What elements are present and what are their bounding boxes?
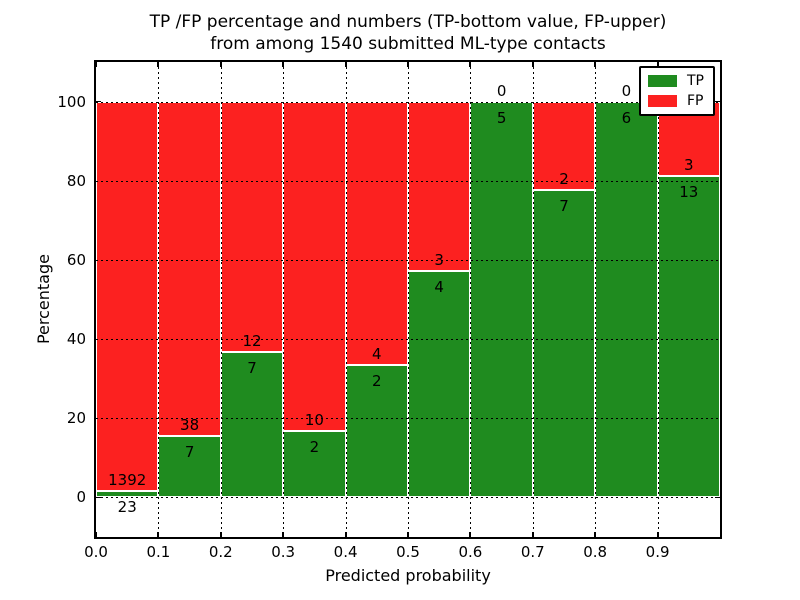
y-axis-label: Percentage — [34, 254, 53, 345]
vertical-gridline — [532, 62, 534, 537]
fp-count-label: 1392 — [108, 470, 147, 489]
y-tick-label: 40 — [66, 330, 86, 349]
tp-count-label: 2 — [309, 438, 320, 457]
x-tick-label: 0.7 — [520, 543, 545, 561]
x-axis-label: Predicted probability — [325, 566, 491, 585]
tp-bar-segment — [595, 101, 658, 498]
x-tick-label: 0.4 — [333, 543, 358, 561]
vertical-gridline — [220, 62, 222, 537]
fp-count-label: 12 — [242, 331, 262, 350]
vertical-gridline — [408, 62, 409, 537]
x-tick-mark — [95, 532, 97, 537]
fp-bar-segment — [283, 101, 346, 432]
y-tick-label: 100 — [57, 92, 86, 111]
x-tick-label: 0.6 — [458, 543, 483, 561]
vertical-gridline — [283, 62, 285, 537]
x-tick-mark — [95, 62, 97, 67]
x-tick-label: 0.5 — [396, 543, 420, 561]
legend-entry-label: TP — [687, 73, 704, 89]
x-tick-label: 0.3 — [271, 543, 296, 561]
tp-count-label: 23 — [117, 497, 137, 516]
fp-bar-segment — [96, 101, 159, 491]
legend: TP FP — [639, 66, 715, 116]
plot-area: 1392 23 38 7 12 7 10 2 4 2 3 4 0 5 2 7 0 6 3 13 TP FP — [95, 62, 720, 537]
fp-count-label: 4 — [372, 345, 382, 364]
fp-bar-segment — [220, 101, 284, 352]
fp-count-label: 0 — [621, 81, 632, 100]
y-tick-label: 80 — [66, 171, 86, 190]
tp-count-label: 7 — [184, 442, 195, 461]
vertical-gridline — [470, 62, 472, 537]
fp-bar-segment — [345, 101, 408, 366]
fp-swatch-icon — [648, 95, 677, 107]
tp-bar-segment — [408, 271, 471, 498]
x-tick-label: 0.8 — [583, 543, 608, 561]
x-tick-label: 0.1 — [146, 543, 171, 561]
fp-bar-segment — [158, 101, 221, 436]
legend-entry: TP — [648, 74, 704, 88]
tp-bar-segment — [532, 189, 596, 498]
fp-count-label: 38 — [180, 415, 200, 434]
fp-count-label: 3 — [434, 251, 444, 270]
vertical-gridline — [345, 62, 347, 537]
tp-count-label: 5 — [496, 108, 507, 127]
y-tick-label: 20 — [66, 409, 86, 428]
legend-entry-label: FP — [687, 93, 704, 109]
tp-count-label: 13 — [679, 182, 699, 201]
x-tick-label: 0.0 — [84, 543, 108, 561]
tp-bar-segment — [657, 175, 720, 498]
fp-count-label: 0 — [496, 81, 507, 100]
fp-count-label: 2 — [559, 169, 569, 188]
chart-title: TP /FP percentage and numbers (TP-bottom… — [108, 11, 708, 55]
x-tick-label: 0.9 — [645, 543, 670, 561]
chart-title-line2: from among 1540 submitted ML-type contac… — [210, 34, 606, 54]
tp-count-label: 7 — [559, 196, 569, 215]
y-tick-label: 0 — [76, 488, 86, 507]
tp-count-label: 6 — [621, 108, 632, 127]
y-tick-label: 60 — [66, 250, 86, 269]
vertical-gridline — [158, 62, 160, 537]
tp-bar-segment — [470, 101, 533, 498]
tp-swatch-icon — [648, 75, 677, 87]
tp-bar-segment — [96, 490, 159, 498]
legend-entry: FP — [648, 94, 704, 108]
fp-bar-segment — [408, 101, 471, 272]
vertical-gridline — [657, 62, 659, 537]
fp-count-label: 3 — [684, 155, 694, 174]
vertical-gridline — [595, 62, 597, 537]
x-tick-label: 0.2 — [208, 543, 233, 561]
fp-count-label: 10 — [304, 411, 324, 430]
tp-count-label: 7 — [247, 358, 257, 377]
tp-count-label: 2 — [372, 372, 382, 391]
chart-title-line1: TP /FP percentage and numbers (TP-bottom… — [149, 12, 667, 32]
tp-count-label: 4 — [434, 278, 444, 297]
